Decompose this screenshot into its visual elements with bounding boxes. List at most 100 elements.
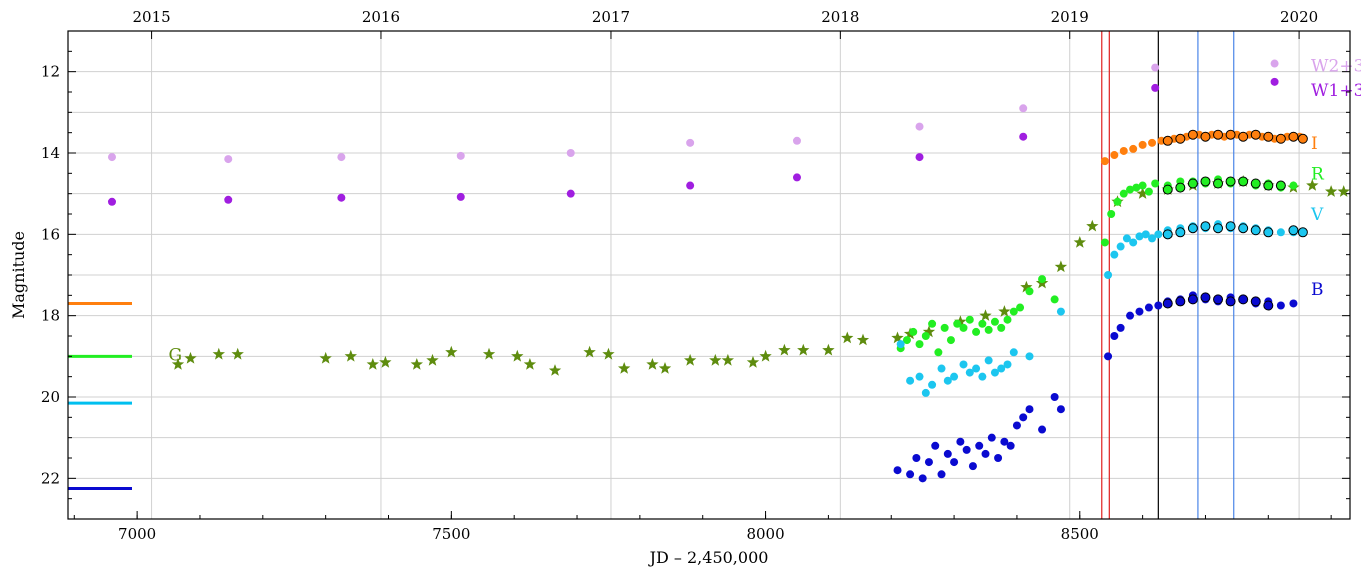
data-point: [915, 153, 924, 162]
series-label-g: G: [169, 345, 183, 365]
legend-marker: [1270, 77, 1279, 86]
open-circle-point: [1225, 221, 1236, 232]
data-point: [1141, 230, 1150, 239]
data-point: [1009, 348, 1018, 357]
data-point: [975, 441, 984, 450]
data-point: [337, 153, 346, 162]
data-point: [1100, 238, 1109, 247]
data-point: [1116, 242, 1125, 251]
data-point: [1151, 179, 1160, 188]
data-point: [962, 445, 971, 454]
data-point: [1019, 104, 1028, 113]
data-point-star: [1325, 185, 1338, 197]
data-point: [937, 470, 946, 479]
data-point-star: [1306, 179, 1319, 191]
data-point: [981, 449, 990, 458]
data-point: [1126, 185, 1135, 194]
data-point-star: [583, 345, 596, 358]
data-point-star: [778, 343, 791, 356]
open-circle-point: [1263, 300, 1274, 311]
open-circle-point: [1225, 296, 1236, 307]
data-point: [994, 454, 1003, 462]
data-point-star: [658, 362, 672, 374]
data-point: [107, 197, 116, 206]
data-point: [1107, 210, 1116, 218]
data-point: [915, 340, 924, 349]
data-point: [1129, 238, 1138, 247]
open-circle-point: [1200, 176, 1211, 187]
data-point: [896, 340, 905, 349]
data-point: [1104, 271, 1113, 279]
open-circle-point: [1288, 225, 1299, 236]
open-circle-point: [1238, 176, 1249, 187]
series-label-w2-3: W2+3: [1311, 57, 1361, 77]
series-w1-3: [107, 83, 1160, 206]
data-point-star: [822, 343, 835, 356]
data-point: [906, 470, 915, 479]
data-point-star: [184, 351, 197, 364]
data-point: [1148, 138, 1157, 147]
data-point-star: [998, 305, 1011, 317]
reference-levels: [68, 301, 132, 490]
open-circle-point: [1238, 131, 1249, 142]
top-tick-label: 2019: [1051, 8, 1089, 26]
open-circle-point: [1175, 296, 1186, 307]
data-point: [902, 336, 911, 345]
open-circles-r: [1162, 176, 1286, 195]
data-point: [456, 151, 465, 160]
open-circle-point: [1162, 298, 1173, 309]
open-circle-point: [1263, 180, 1274, 191]
data-point-star: [171, 358, 185, 370]
open-circle-point: [1187, 178, 1198, 189]
open-circle-point: [1250, 129, 1261, 140]
data-point: [792, 173, 801, 182]
top-tick-label: 2015: [132, 8, 170, 26]
data-point: [909, 327, 918, 336]
series-label-v: V: [1310, 205, 1324, 225]
data-point: [566, 149, 575, 157]
open-circle-point: [1225, 176, 1236, 187]
open-circle-point: [1263, 227, 1274, 238]
series-label-i: I: [1311, 134, 1318, 154]
open-circle-point: [1250, 225, 1261, 236]
data-point: [946, 336, 955, 345]
top-tick-label: 2017: [592, 8, 630, 26]
open-circle-point: [1175, 227, 1186, 238]
x-tick-label: 7500: [432, 525, 470, 543]
x-tick-label: 7000: [118, 525, 156, 543]
series-w2-3: [107, 63, 1160, 164]
data-point-star: [445, 345, 458, 358]
y-tick-label: 22: [41, 469, 60, 487]
data-point-star: [1086, 219, 1099, 232]
data-point: [1025, 405, 1034, 414]
data-point-star: [1337, 185, 1350, 197]
data-point: [1019, 132, 1028, 141]
legend-marker: [1270, 59, 1279, 68]
data-point: [224, 195, 233, 204]
top-tick-label: 2020: [1280, 8, 1318, 26]
open-circle-point: [1250, 178, 1261, 189]
data-point: [1119, 146, 1128, 155]
data-point: [1154, 301, 1163, 310]
data-point: [1003, 360, 1012, 369]
data-point: [1276, 301, 1285, 310]
data-point: [1038, 425, 1047, 434]
data-point: [1050, 393, 1059, 401]
data-point-star: [856, 333, 870, 346]
data-point-star: [1073, 236, 1086, 248]
series-r: [896, 175, 1298, 357]
data-point: [965, 368, 974, 377]
open-circle-point: [1162, 184, 1173, 195]
open-circle-point: [1250, 296, 1261, 307]
open-circle-point: [1162, 135, 1173, 146]
open-circle-point: [1175, 182, 1186, 193]
data-point-star: [1136, 187, 1149, 199]
data-point: [997, 364, 1006, 373]
data-point: [950, 372, 959, 381]
data-point-star: [646, 358, 659, 370]
data-point: [968, 462, 977, 471]
data-point: [990, 317, 999, 326]
data-point-star: [344, 349, 357, 362]
data-point: [921, 332, 930, 340]
